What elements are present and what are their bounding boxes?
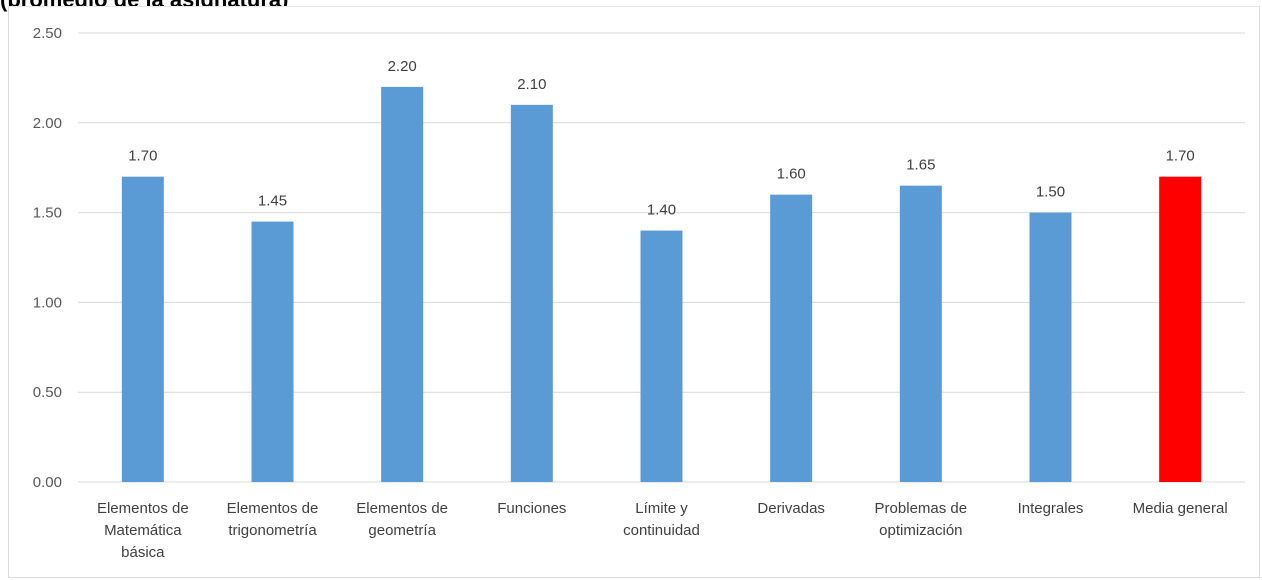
data-label: 1.60 — [777, 166, 806, 183]
x-tick-label: continuidad — [623, 522, 700, 539]
data-label: 2.10 — [517, 76, 546, 93]
x-tick-label: Problemas de — [875, 500, 968, 517]
bar — [510, 104, 553, 482]
bar — [251, 221, 294, 482]
bar — [381, 86, 424, 482]
x-tick-label: Integrales — [1018, 500, 1084, 517]
x-tick-label: Matemática — [104, 522, 182, 539]
x-tick-label: básica — [121, 544, 165, 561]
x-tick-label: Elementos de — [356, 500, 448, 517]
bar — [640, 230, 683, 482]
x-tick-label: Límite y — [635, 500, 688, 517]
x-tick-label: Elementos de — [227, 500, 319, 517]
bar — [1159, 176, 1202, 482]
y-tick-label: 1.00 — [33, 294, 62, 311]
x-tick-label: optimización — [879, 522, 962, 539]
data-label: 1.70 — [1166, 148, 1195, 165]
x-tick-label: geometría — [368, 522, 436, 539]
data-label: 1.40 — [647, 202, 676, 219]
y-tick-label: 0.50 — [33, 384, 62, 401]
bar — [770, 194, 813, 482]
y-tick-label: 2.00 — [33, 115, 62, 132]
data-label: 1.65 — [906, 157, 935, 174]
data-label: 1.45 — [258, 193, 287, 210]
y-tick-label: 2.50 — [33, 25, 62, 42]
bar — [899, 185, 942, 482]
bar — [121, 176, 164, 482]
x-tick-label: Elementos de — [97, 500, 189, 517]
data-label: 2.20 — [388, 58, 417, 75]
bar — [1029, 212, 1072, 482]
y-tick-label: 0.00 — [33, 474, 62, 491]
data-label: 1.70 — [128, 148, 157, 165]
x-tick-label: Derivadas — [757, 500, 825, 517]
y-tick-label: 1.50 — [33, 205, 62, 222]
x-tick-label: Media general — [1133, 500, 1228, 517]
data-label: 1.50 — [1036, 184, 1065, 201]
x-tick-label: Funciones — [497, 500, 566, 517]
x-tick-label: trigonometría — [228, 522, 317, 539]
